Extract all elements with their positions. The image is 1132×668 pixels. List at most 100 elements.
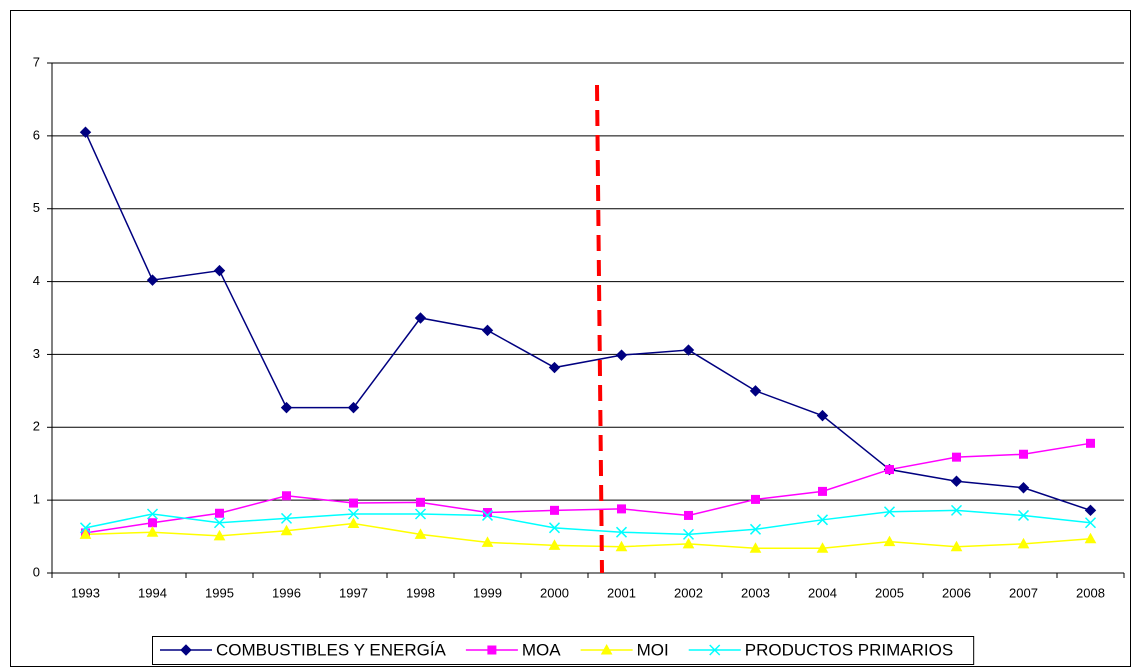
marker	[749, 523, 762, 535]
marker	[414, 312, 427, 324]
chart-border	[10, 10, 1131, 667]
x-tick-label: 2008	[1076, 585, 1105, 600]
x-tick-label: 1996	[272, 585, 301, 600]
marker	[749, 542, 762, 553]
x-tick-label: 2006	[942, 585, 971, 600]
marker	[1084, 532, 1097, 544]
marker	[146, 526, 159, 537]
marker	[1017, 509, 1030, 521]
marker	[414, 508, 427, 520]
y-tick-label: 0	[33, 564, 40, 579]
marker	[883, 535, 896, 547]
y-tick-label: 2	[33, 419, 40, 434]
marker	[816, 542, 829, 553]
y-tick-label: 5	[33, 200, 40, 215]
x-tick-label: 1995	[205, 585, 234, 600]
divider-line	[595, 84, 604, 574]
marker	[885, 465, 894, 475]
marker	[615, 526, 628, 538]
marker	[950, 540, 963, 552]
series-line	[85, 509, 1091, 536]
marker	[213, 264, 226, 277]
marker	[600, 643, 613, 655]
marker	[816, 409, 829, 422]
marker	[883, 506, 896, 518]
x-tick-label: 2004	[808, 585, 837, 600]
marker	[79, 126, 92, 138]
marker	[180, 644, 192, 656]
marker	[215, 508, 224, 518]
marker	[749, 385, 762, 397]
x-tick-label: 2003	[741, 585, 770, 600]
series-line	[85, 442, 1091, 534]
marker	[1017, 537, 1030, 549]
marker	[1086, 438, 1095, 448]
marker	[617, 504, 626, 514]
x-tick-label: 1997	[339, 585, 368, 600]
y-tick-label: 6	[33, 127, 40, 142]
marker	[487, 645, 497, 655]
marker	[818, 486, 827, 496]
marker	[950, 504, 963, 516]
x-tick-label: 2005	[875, 585, 904, 600]
y-tick-label: 4	[33, 273, 40, 288]
x-tick-label: 2002	[674, 585, 703, 600]
y-tick-label: 1	[33, 492, 40, 507]
marker	[148, 518, 157, 528]
marker	[548, 539, 561, 550]
marker	[1019, 449, 1028, 459]
y-tick-label: 7	[33, 54, 40, 69]
marker	[280, 524, 293, 536]
marker	[146, 508, 159, 520]
marker	[213, 517, 226, 529]
legend: COMBUSTIBLES Y ENERGÍA MOA MOI PRODUCTOS PR…	[152, 636, 975, 665]
marker	[709, 644, 721, 656]
marker	[483, 508, 492, 518]
legend-box	[152, 636, 975, 665]
marker	[79, 528, 92, 539]
marker	[481, 324, 494, 337]
marker	[751, 494, 760, 504]
marker	[548, 522, 561, 534]
x-tick-label: 1998	[406, 585, 435, 600]
series-line	[84, 131, 1091, 512]
x-tick-label: 2001	[607, 585, 636, 600]
marker	[414, 528, 427, 539]
marker	[79, 522, 92, 534]
marker	[282, 491, 291, 501]
marker	[615, 540, 628, 552]
series-line	[85, 522, 1091, 549]
marker	[1017, 482, 1030, 494]
x-tick-label: 1999	[473, 585, 502, 600]
x-tick-label: 1993	[71, 585, 100, 600]
marker	[682, 537, 695, 549]
marker	[416, 497, 425, 507]
legend-label: MOA	[522, 640, 561, 659]
marker	[280, 512, 293, 524]
legend-label: COMBUSTIBLES Y ENERGÍA	[216, 640, 447, 659]
x-tick-label: 2007	[1009, 585, 1038, 600]
marker	[950, 475, 963, 487]
marker	[615, 349, 628, 361]
marker	[280, 401, 293, 414]
marker	[481, 536, 494, 547]
marker	[347, 401, 360, 414]
x-tick-label: 2000	[540, 585, 569, 600]
marker	[816, 514, 829, 526]
y-tick-label: 3	[33, 346, 40, 361]
marker	[1084, 504, 1097, 517]
marker	[213, 529, 226, 541]
marker	[347, 517, 360, 528]
marker	[682, 528, 695, 540]
legend-label: PRODUCTOS PRIMARIOS	[745, 640, 953, 659]
marker	[548, 361, 561, 374]
marker	[550, 505, 559, 515]
marker	[349, 498, 358, 508]
marker	[347, 508, 360, 520]
marker	[1084, 517, 1097, 529]
marker	[952, 452, 961, 462]
marker	[481, 509, 494, 521]
x-tick-label: 1994	[138, 585, 167, 600]
legend-label: MOI	[637, 640, 669, 659]
